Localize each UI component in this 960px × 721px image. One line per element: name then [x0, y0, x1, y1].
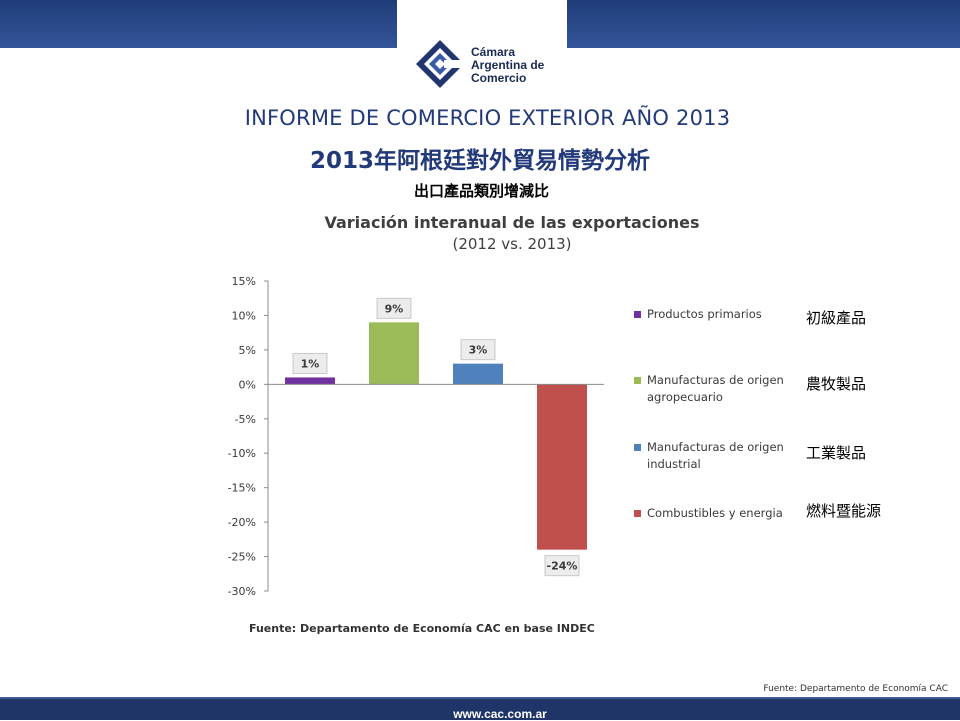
- legend-label-chinese: 初級產品: [806, 309, 867, 327]
- y-tick-label: 5%: [239, 344, 256, 357]
- logo-line-1: Cámara: [471, 45, 516, 59]
- data-label: -24%: [547, 560, 578, 573]
- legend-item-manufacturas-industrial: Manufacturas de origen industrial: [634, 439, 802, 473]
- footer-banner: [0, 697, 960, 720]
- data-label: 9%: [385, 302, 404, 315]
- y-tick-label: 15%: [232, 275, 256, 288]
- bar: [453, 363, 503, 385]
- bar: [369, 322, 419, 385]
- data-label: 1%: [301, 357, 320, 370]
- footer-source: Fuente: Departamento de Economía CAC: [763, 684, 948, 694]
- cac-logo-icon: [416, 40, 466, 88]
- bar: [537, 384, 587, 550]
- y-tick-label: -20%: [228, 516, 256, 529]
- chart-subtitle: (2012 vs. 2013): [452, 235, 572, 253]
- y-tick-label: -30%: [228, 585, 256, 598]
- legend-label: Manufacturas de origen industrial: [647, 440, 784, 471]
- bar: [285, 377, 335, 385]
- page-title-chinese: 2013年阿根廷對外貿易情勢分析: [309, 148, 650, 174]
- data-label: 3%: [469, 344, 488, 357]
- y-tick-label: 0%: [239, 378, 256, 391]
- legend-swatch: [634, 311, 641, 318]
- y-tick-label: -10%: [228, 447, 256, 460]
- legend-label-chinese: 農牧製品: [806, 375, 867, 393]
- legend-label: Combustibles y energia: [647, 506, 783, 520]
- legend-item-manufacturas-agropecuario: Manufacturas de origen agropecuario: [634, 372, 802, 406]
- legend-label: Productos primarios: [647, 307, 762, 321]
- chart-title: Variación interanual de las exportacione…: [324, 213, 700, 232]
- logo-line-3: Comercio: [471, 71, 527, 85]
- legend-swatch: [634, 377, 641, 384]
- logo-panel: [397, 0, 567, 104]
- data-label-box: [544, 555, 580, 577]
- legend-label-chinese: 燃料暨能源: [806, 502, 882, 520]
- y-tick-label: -25%: [228, 551, 256, 564]
- legend-item-combustibles: Combustibles y energia: [634, 505, 802, 522]
- legend-label: Manufacturas de origen agropecuario: [647, 373, 784, 404]
- page-title: INFORME DE COMERCIO EXTERIOR AÑO 2013: [244, 106, 731, 130]
- chart-source: Fuente: Departamento de Economía CAC en …: [249, 622, 595, 635]
- data-label-box: [292, 352, 328, 374]
- legend-swatch: [634, 510, 641, 517]
- page-subtitle-chinese: 出口產品類別增減比: [413, 182, 549, 200]
- logo-text: Cámara Argentina de Comercio: [471, 46, 544, 85]
- website-link[interactable]: www.cac.com.ar: [453, 707, 547, 721]
- legend-item-productos-primarios: Productos primarios: [634, 306, 802, 323]
- legend-label-chinese: 工業製品: [806, 444, 867, 462]
- data-label-box: [376, 297, 412, 319]
- logo-line-2: Argentina de: [471, 58, 545, 72]
- data-label-box: [460, 339, 496, 361]
- y-tick-label: -15%: [228, 482, 256, 495]
- legend-swatch: [634, 444, 641, 451]
- y-tick-label: 10%: [232, 309, 256, 322]
- y-tick-label: -5%: [235, 413, 256, 426]
- footer-banner-edge: [0, 697, 960, 699]
